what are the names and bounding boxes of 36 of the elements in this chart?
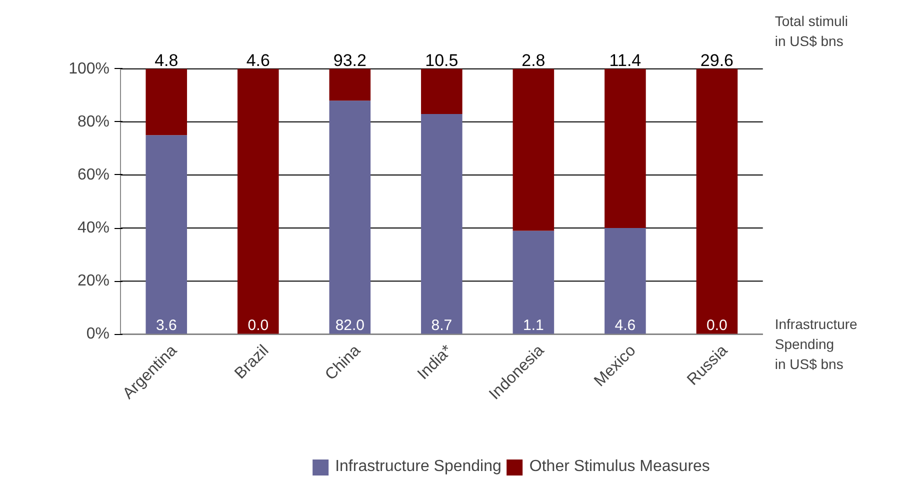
annotation: 1.1 <box>523 317 544 334</box>
bar <box>604 228 646 334</box>
annotation: 4.6 <box>614 317 636 334</box>
bar <box>512 68 554 231</box>
annotation: 2.8 <box>522 50 546 70</box>
annotation: 93.2 <box>333 50 366 70</box>
annotation: 0.0 <box>248 317 269 334</box>
annotation: 4.6 <box>246 50 270 70</box>
bar <box>696 68 738 334</box>
bar <box>421 114 462 334</box>
annotation: 10.5 <box>425 50 458 70</box>
annotation: 3.6 <box>156 317 177 334</box>
y-tick-label: 60% <box>77 166 110 184</box>
y-tick-label: 40% <box>77 220 110 237</box>
bar <box>604 68 646 228</box>
annotation: 0.0 <box>706 317 728 334</box>
annotation: 82.0 <box>335 317 365 334</box>
bar <box>329 68 371 101</box>
legend-label: Infrastructure Spending <box>335 458 502 476</box>
annotation: 29.6 <box>700 50 734 70</box>
y-tick-label: 100% <box>68 60 110 78</box>
annotation: 4.8 <box>154 50 178 70</box>
bar <box>512 230 554 334</box>
annotation: 8.7 <box>431 317 452 334</box>
bar <box>146 68 188 136</box>
bar <box>329 100 371 334</box>
bar <box>146 135 188 334</box>
text: Infrastructure Spending in US$ bns <box>774 316 858 372</box>
bar <box>421 68 462 114</box>
bar <box>238 68 279 334</box>
text: Total stimuli in US$ bns <box>774 12 848 49</box>
y-tick-label: 20% <box>77 272 110 290</box>
y-tick-label: 80% <box>77 113 110 130</box>
annotation: 11.4 <box>609 50 642 70</box>
y-tick-label: 0% <box>86 326 110 343</box>
legend-label: Other Stimulus Measures <box>529 458 710 476</box>
